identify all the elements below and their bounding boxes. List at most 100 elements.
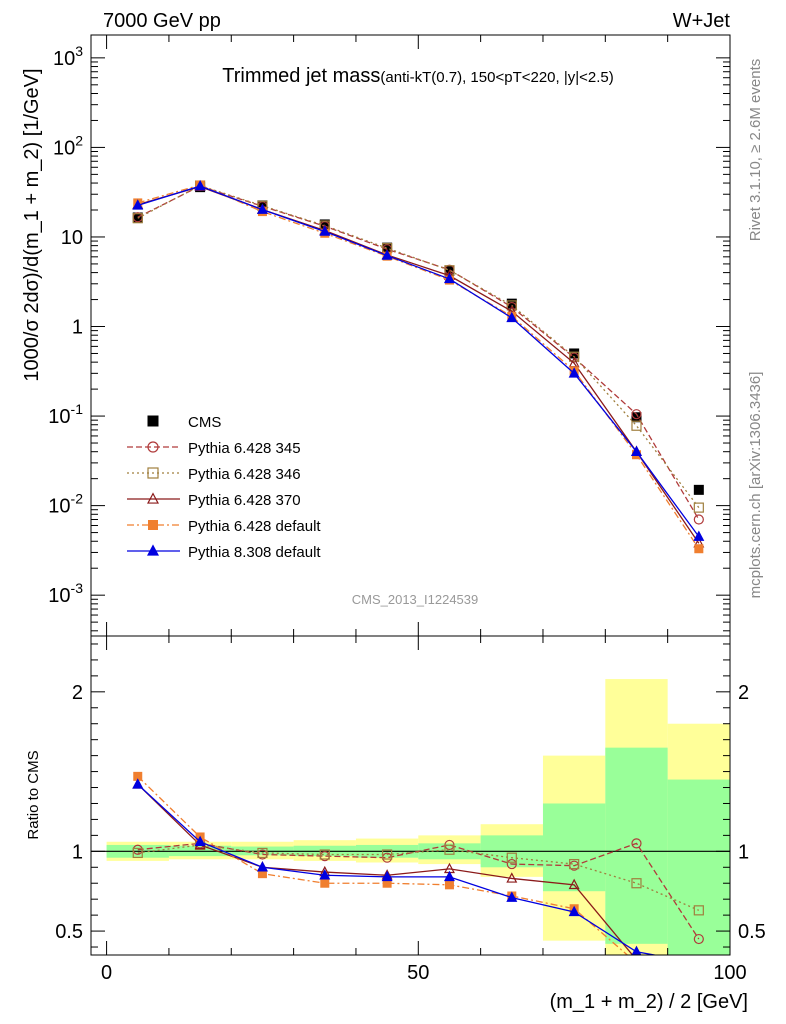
y-tick-label: 103 xyxy=(53,43,83,70)
ratio-point-4-2 xyxy=(256,861,268,872)
ratio-point-1-2 xyxy=(257,847,268,859)
ratio-line-1 xyxy=(137,844,700,911)
legend-marker-4 xyxy=(148,520,158,530)
ratio-point-1-9 xyxy=(693,905,704,916)
data-point-0-4 xyxy=(382,242,393,253)
ratio-y-label: Ratio to CMS xyxy=(25,750,42,839)
ratio-point-1-6 xyxy=(506,852,517,863)
legend-marker-3 xyxy=(147,492,159,504)
ratio-point-3-5 xyxy=(444,880,454,890)
legend-label-5: Pythia 8.308 default xyxy=(188,544,321,561)
ratio-point-1-0 xyxy=(132,847,143,859)
ratio-y-tick-label-right: 0.5 xyxy=(738,921,766,943)
ratio-series-4 xyxy=(132,778,703,967)
ratio-panel: 0.5 0.5 1 1 2 2 0 50 100 Ratio to CMS (m_1 + m_2… xyxy=(25,635,766,1013)
data-point-2-7 xyxy=(569,351,580,362)
y-tick-label: 10-2 xyxy=(48,491,83,518)
x-tick-label: 100 xyxy=(713,962,746,984)
data-point-0-8 xyxy=(631,412,642,423)
y-tick-label: 10 xyxy=(61,227,83,249)
ratio-panel-data xyxy=(91,679,730,980)
legend-marker-0 xyxy=(147,415,159,427)
y-tick-label: 1 xyxy=(72,317,83,339)
ratio-point-0-9 xyxy=(693,933,704,945)
x-tick-label: 0 xyxy=(101,962,112,984)
ratio-point-3-9 xyxy=(694,971,703,980)
legend-label-3: Pythia 6.428 370 xyxy=(188,492,301,509)
ratio-point-3-0 xyxy=(133,771,143,781)
ratio-y-tick-label: 0.5 xyxy=(55,921,83,943)
ratio-point-4-8 xyxy=(631,945,642,955)
ratio-line-0 xyxy=(137,842,700,940)
ratio-point-4-7 xyxy=(568,905,580,917)
data-point-5-4 xyxy=(381,249,393,260)
watermark: CMS_2013_I1224539 xyxy=(352,592,479,607)
data-point-5-3 xyxy=(319,225,331,236)
ratio-point-3-8 xyxy=(632,958,641,967)
ratio-point-0-8 xyxy=(631,838,642,849)
legend-marker-2 xyxy=(147,467,159,479)
data-point-4-9 xyxy=(694,544,704,554)
series-2 xyxy=(132,180,704,513)
ratio-point-1-8 xyxy=(631,878,642,889)
process-label: W+Jet xyxy=(673,10,731,32)
ratio-point-3-2 xyxy=(257,869,267,879)
data-point-2-6 xyxy=(506,300,517,311)
ratio-line-2 xyxy=(137,783,634,955)
data-point-0-9 xyxy=(693,484,704,495)
ratio-point-3-4 xyxy=(382,878,392,888)
rivet-label: Rivet 3.1.10, ≥ 2.6M events xyxy=(747,59,764,242)
legend-label-1: Pythia 6.428 345 xyxy=(188,440,301,457)
ratio-line-3 xyxy=(137,775,629,955)
legend-marker-5 xyxy=(147,544,159,556)
main-panel-axes: 10-3 10-2 10-1 1 10 102 103 xyxy=(48,35,731,636)
main-panel-data xyxy=(132,179,705,554)
uncertainty-band-inner xyxy=(542,803,606,892)
data-point-5-2 xyxy=(256,203,268,214)
legend-label-4: Pythia 6.428 default xyxy=(188,518,321,535)
ratio-point-0-6 xyxy=(506,858,517,870)
ratio-series-1 xyxy=(132,839,704,916)
main-panel-frame xyxy=(90,34,731,637)
legend: CMS Pythia 6.428 345 Pythia 6.428 346 Pythi… xyxy=(127,414,321,561)
y-tick-label: 10-1 xyxy=(48,401,83,428)
ratio-point-1-5 xyxy=(444,844,455,855)
data-point-5-6 xyxy=(506,311,518,323)
ratio-line-4 xyxy=(137,783,658,955)
series-5 xyxy=(132,179,705,541)
uncertainty-band-inner xyxy=(605,747,668,944)
legend-label-2: Pythia 6.428 346 xyxy=(188,466,301,483)
y-tick-label: 10-3 xyxy=(48,580,83,607)
ratio-point-2-6 xyxy=(506,872,518,883)
y-tick-label: 102 xyxy=(53,132,83,159)
ratio-point-1-3 xyxy=(319,849,330,860)
ratio-y-tick-label: 2 xyxy=(72,682,83,704)
uncertainty-band-inner xyxy=(667,779,730,955)
ratio-point-4-9 xyxy=(694,958,703,967)
ratio-point-2-8 xyxy=(635,953,638,955)
main-title: Trimmed jet mass(anti-kT(0.7), 150<pT<22… xyxy=(222,65,614,87)
ratio-point-4-6 xyxy=(506,891,518,902)
ratio-point-4-3 xyxy=(319,869,331,880)
ratio-point-1-7 xyxy=(569,858,580,870)
main-panel: 10-3 10-2 10-1 1 10 102 103 Trimmed jet mass(a… xyxy=(21,34,731,637)
x-axis-label: (m_1 + m_2) / 2 [GeV] xyxy=(550,991,748,1013)
data-point-5-9 xyxy=(693,530,705,541)
data-point-5-5 xyxy=(443,272,455,284)
y-axis-label: 1000/σ 2dσ)/d(m_1 + m_2) [1/GeV] xyxy=(21,68,43,381)
ratio-panel-axes: 0.5 0.5 1 1 2 2 0 50 100 xyxy=(55,636,766,984)
ratio-y-tick-label-right: 2 xyxy=(738,682,749,704)
ratio-point-2-9 xyxy=(694,966,703,975)
data-point-2-9 xyxy=(693,502,704,513)
data-point-5-8 xyxy=(630,445,642,456)
series-line-3 xyxy=(137,185,700,544)
series-line-5 xyxy=(137,185,700,538)
ratio-y-tick-label: 1 xyxy=(72,841,83,863)
ratio-point-4-1 xyxy=(194,835,206,847)
data-point-0-6 xyxy=(506,298,517,309)
legend-marker-1 xyxy=(147,441,159,453)
data-point-1-9 xyxy=(693,514,704,525)
data-point-1-8 xyxy=(631,409,642,420)
data-point-2-0 xyxy=(132,213,143,224)
